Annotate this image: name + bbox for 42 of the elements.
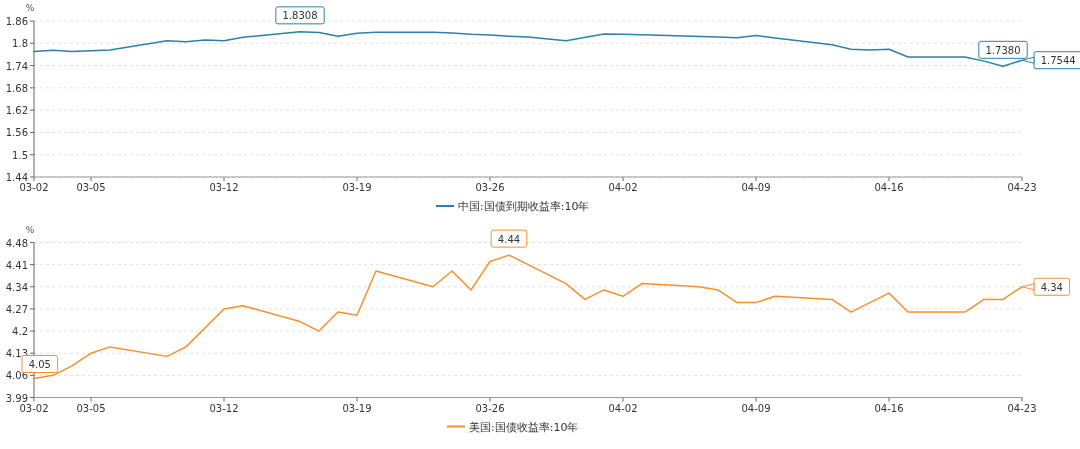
y-axis-title: % bbox=[25, 224, 35, 235]
annotation: 1.7380 bbox=[985, 44, 1021, 56]
y-tick-label: 1.62 bbox=[5, 105, 28, 117]
x-tick-label: 04-16 bbox=[874, 182, 904, 193]
y-tick-label: 1.44 bbox=[5, 172, 28, 183]
y-tick-label: 4.48 bbox=[5, 237, 28, 249]
annotation: 1.8308 bbox=[282, 10, 318, 22]
annotation: 4.34 bbox=[1040, 281, 1063, 293]
legend-label: 美国:国债收益率:10年 bbox=[469, 420, 579, 434]
x-tick-label: 04-16 bbox=[874, 402, 904, 414]
x-tick-label: 04-02 bbox=[608, 182, 638, 193]
x-tick-label: 04-09 bbox=[741, 182, 771, 193]
y-tick-label: 1.8 bbox=[12, 38, 28, 50]
x-tick-label: 03-02 bbox=[19, 182, 49, 193]
x-tick-label: 03-05 bbox=[76, 402, 106, 414]
y-axis-title: % bbox=[25, 3, 35, 13]
x-tick-label: 03-05 bbox=[76, 182, 106, 193]
y-tick-label: 1.5 bbox=[12, 149, 28, 161]
y-tick-label: 4.34 bbox=[5, 281, 28, 293]
x-tick-label: 03-26 bbox=[475, 402, 505, 414]
x-tick-label: 03-26 bbox=[475, 182, 505, 193]
y-tick-label: 4.2 bbox=[12, 326, 28, 338]
y-tick-label: 1.56 bbox=[5, 127, 28, 139]
x-tick-label: 04-02 bbox=[608, 402, 638, 414]
y-tick-label: 4.41 bbox=[5, 259, 28, 271]
y-tick-label: 4.27 bbox=[5, 303, 28, 315]
annotation: 4.05 bbox=[28, 359, 51, 371]
x-tick-label: 03-02 bbox=[19, 402, 49, 414]
x-tick-label: 03-19 bbox=[342, 182, 372, 193]
y-tick-label: 1.74 bbox=[5, 60, 28, 72]
y-tick-label: 3.99 bbox=[5, 392, 28, 404]
x-tick-label: 03-12 bbox=[209, 402, 239, 414]
x-tick-label: 03-19 bbox=[342, 402, 372, 414]
x-tick-label: 04-09 bbox=[741, 402, 771, 414]
annotation: 4.44 bbox=[497, 233, 521, 245]
y-tick-label: 1.86 bbox=[5, 16, 28, 27]
y-tick-label: 1.68 bbox=[5, 82, 28, 94]
x-tick-label: 04-23 bbox=[1007, 182, 1037, 193]
x-tick-label: 03-12 bbox=[209, 182, 239, 193]
annotation: 1.7544 bbox=[1040, 55, 1076, 67]
x-tick-label: 04-23 bbox=[1007, 402, 1037, 414]
legend-label: 中国:国债到期收益率:10年 bbox=[458, 200, 590, 213]
